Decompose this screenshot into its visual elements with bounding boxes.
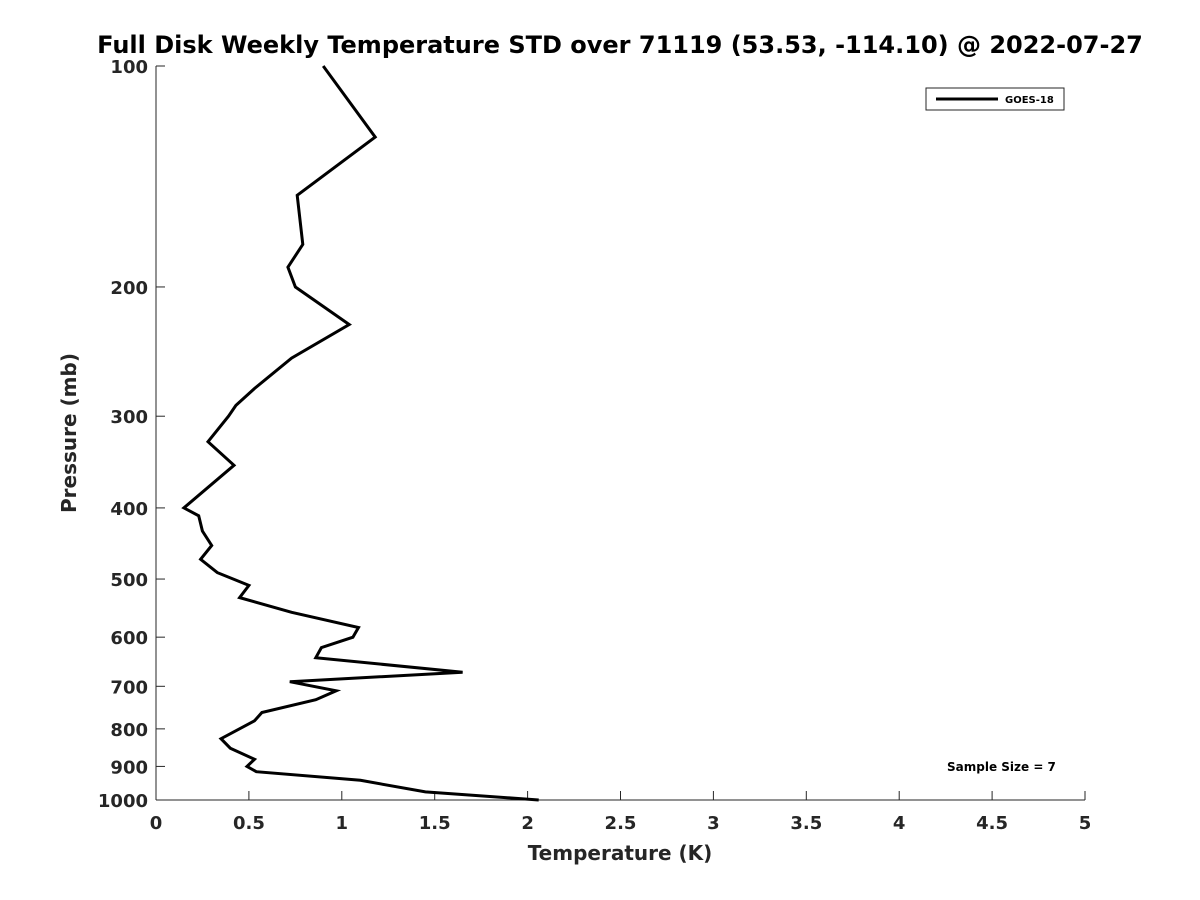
y-axis-label: Pressure (mb) bbox=[57, 353, 81, 513]
x-tick-label: 2.5 bbox=[605, 813, 637, 834]
y-tick-label: 800 bbox=[110, 720, 148, 741]
plot-area: 0 0.5 1 1.5 2 2.5 3 3.5 4 4.5 5 100 200 300 400 500 600… bbox=[98, 57, 1091, 834]
sample-size-annotation: Sample Size = 7 bbox=[947, 760, 1056, 774]
x-tick-label: 5 bbox=[1079, 813, 1092, 834]
y-tick-label: 200 bbox=[110, 278, 148, 299]
y-tick-label: 400 bbox=[110, 499, 148, 520]
y-ticks: 100 200 300 400 500 600 700 800 900 1000 bbox=[98, 57, 165, 812]
y-tick-label: 300 bbox=[110, 407, 148, 428]
x-axis-label: Temperature (K) bbox=[528, 841, 713, 865]
y-tick-label: 1000 bbox=[98, 791, 148, 812]
x-tick-label: 0.5 bbox=[233, 813, 265, 834]
chart-title: Full Disk Weekly Temperature STD over 71… bbox=[97, 31, 1143, 59]
x-tick-label: 0 bbox=[150, 813, 163, 834]
x-tick-label: 3.5 bbox=[790, 813, 822, 834]
series-layer bbox=[181, 65, 539, 802]
x-ticks: 0 0.5 1 1.5 2 2.5 3 3.5 4 4.5 5 bbox=[150, 791, 1092, 834]
x-tick-label: 1 bbox=[336, 813, 349, 834]
y-tick-label: 600 bbox=[110, 628, 148, 649]
y-tick-label: 100 bbox=[110, 57, 148, 78]
legend: GOES-18 bbox=[925, 87, 1065, 111]
x-tick-label: 4 bbox=[893, 813, 906, 834]
y-tick-label: 900 bbox=[110, 757, 148, 778]
legend-label-goes-18: GOES-18 bbox=[1005, 95, 1054, 106]
x-tick-label: 4.5 bbox=[976, 813, 1008, 834]
x-tick-label: 1.5 bbox=[419, 813, 451, 834]
y-tick-label: 500 bbox=[110, 570, 148, 591]
x-tick-label: 3 bbox=[707, 813, 720, 834]
x-tick-label: 2 bbox=[521, 813, 534, 834]
y-tick-label: 700 bbox=[110, 677, 148, 698]
series-line-goes-18 bbox=[181, 65, 539, 802]
